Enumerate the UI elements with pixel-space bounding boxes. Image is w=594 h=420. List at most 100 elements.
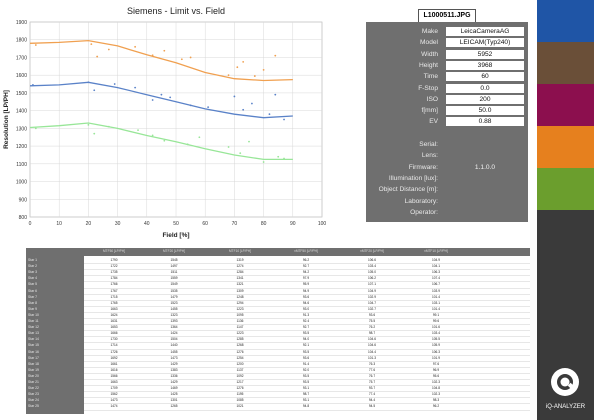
table-row	[84, 318, 530, 319]
table-cell: 93.6	[368, 312, 376, 317]
table-cell: 104.6	[368, 337, 376, 342]
table-cell: 1321	[236, 282, 244, 287]
table-cell: 94.8	[302, 404, 310, 409]
info-value	[446, 197, 524, 206]
info-row: Object Distance [m]:	[366, 184, 528, 195]
table-row-label: Star 5	[28, 282, 38, 287]
table-cell: 94.2	[302, 270, 310, 275]
series-point-3	[283, 157, 285, 160]
table-cell: 93.0	[302, 306, 310, 311]
info-row: Laboratory:	[366, 196, 528, 207]
table-cell: 1562	[110, 392, 118, 397]
table-row-label: Star 23	[28, 392, 39, 397]
table-cell: 1765	[110, 300, 118, 305]
table-cell: 92.1	[302, 343, 310, 348]
file-label: L1000511.JPG	[418, 9, 476, 23]
table-cell: 1479	[170, 294, 178, 299]
table-cell: 93.7	[368, 386, 376, 391]
table-cell: 101.3	[368, 355, 376, 360]
info-row: Time 60	[366, 71, 528, 82]
table-column-header: vMTF20 [LP/PH]	[360, 249, 384, 253]
table-cell: 1631	[110, 319, 118, 323]
x-tick-label: 10	[56, 221, 62, 227]
series-point-3	[227, 146, 230, 148]
y-tick-label: 1300	[16, 126, 27, 132]
table-row	[84, 324, 530, 326]
results-table: Star 1 1790 1545 1319 96.2 106.6 104.9 Star 2 17…	[26, 248, 530, 414]
table-row	[84, 311, 530, 313]
table-cell: 97.6	[432, 361, 440, 366]
table-cell: 104.4	[368, 349, 376, 354]
info-key: Model	[420, 39, 438, 47]
table-row-label: Star 1	[28, 258, 38, 262]
y-tick-label: 1200	[16, 144, 27, 150]
table-row	[84, 385, 530, 387]
table-row-label: Star 3	[28, 270, 38, 275]
table-cell: 106.3	[432, 349, 440, 354]
table-row	[84, 263, 530, 265]
series-point-1	[96, 55, 99, 58]
info-key: Serial:	[419, 141, 438, 148]
table-cell: 1425	[170, 392, 178, 397]
series-point-2	[134, 86, 137, 89]
x-tick-label: 100	[318, 221, 327, 227]
series-point-2	[207, 106, 210, 108]
x-tick-label: 80	[261, 221, 267, 227]
table-row	[84, 330, 530, 332]
table-column-header: vMTF50 [LP/PH]	[294, 249, 318, 253]
info-value	[446, 208, 524, 217]
x-tick-label: 60	[202, 221, 208, 227]
table-cell: 1137	[236, 367, 244, 372]
table-cell: 95.9	[302, 282, 310, 287]
series-point-2	[32, 84, 34, 86]
table-cell: 93.5	[302, 380, 310, 384]
table-cell: 98.7	[302, 392, 310, 397]
info-key: F-Stop	[418, 84, 438, 92]
table-cell: 76.7	[368, 373, 376, 378]
table-row	[84, 287, 530, 289]
table-cell: 1217	[236, 380, 244, 384]
table-cell: 101.9	[432, 355, 440, 360]
color-swatch	[537, 168, 594, 210]
series-line-2	[29, 81, 293, 119]
table-cell: 1085	[236, 398, 244, 403]
table-cell: 106.3	[432, 270, 440, 275]
x-tick-label: 70	[232, 221, 238, 227]
table-cell: 99.6	[432, 319, 440, 323]
table-cell: 1766	[110, 282, 118, 287]
table-cell: 98.3	[432, 398, 440, 403]
y-axis-label: Resolution [LP/PH]	[3, 90, 10, 149]
table-row	[84, 403, 530, 405]
info-value: 1.1.0.0	[474, 163, 496, 171]
table-cell: 93.6	[302, 355, 310, 360]
table-row	[84, 299, 530, 301]
series-point-3	[34, 127, 37, 130]
info-key: Height	[418, 61, 438, 69]
table-cell: 1730	[110, 337, 118, 342]
series-point-1	[262, 68, 265, 71]
table-cell: 1136	[236, 319, 244, 323]
series-point-1	[134, 45, 137, 48]
table-cell: 106.7	[432, 282, 440, 287]
series-point-1	[163, 49, 166, 52]
table-cell: 1715	[110, 294, 118, 299]
table-row-label: Star 2	[28, 264, 38, 269]
table-cell: 1276	[236, 349, 244, 354]
table-cell: 1790	[110, 258, 118, 262]
table-column-header: MTF10 [LP/PH]	[229, 249, 251, 253]
y-tick-label: 1100	[16, 162, 27, 168]
table-cell: 1559	[170, 276, 178, 281]
table-cell: 1549	[170, 282, 178, 287]
table-cell: 104.1	[432, 264, 440, 269]
table-cell: 1709	[110, 386, 118, 391]
table-cell: 92.0	[302, 367, 310, 372]
series-point-2	[151, 99, 154, 101]
info-value: 60	[446, 72, 524, 82]
x-tick-label: 0	[29, 221, 32, 227]
table-cell: 1523	[170, 300, 178, 305]
x-tick-label: 40	[144, 221, 150, 227]
table-cell: 107.4	[432, 276, 440, 281]
series-point-1	[107, 48, 110, 51]
table-cell: 103.4	[368, 264, 376, 269]
info-row: Firmware: 1.1.0.0	[366, 162, 528, 173]
